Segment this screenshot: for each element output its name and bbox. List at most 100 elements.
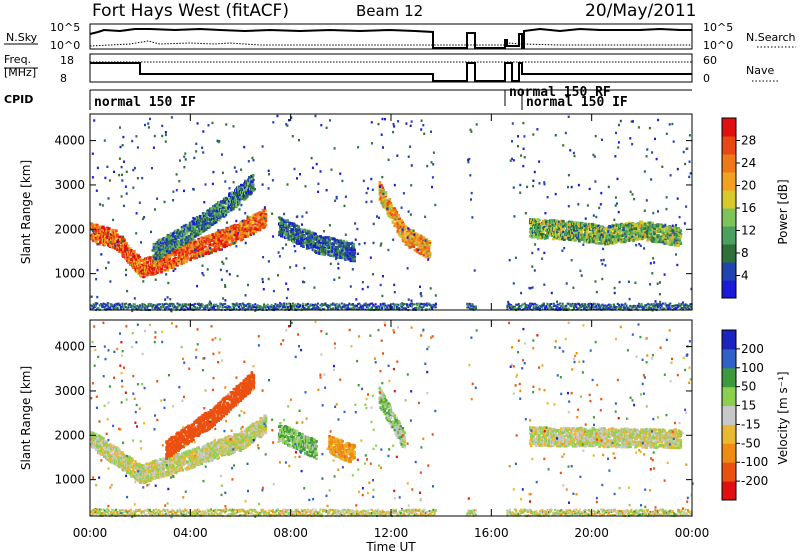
scatter-cell (294, 231, 297, 234)
scatter-cell (251, 177, 254, 181)
scatter-cell (346, 254, 349, 257)
scatter-cell (264, 214, 268, 218)
scatter-cell (584, 228, 587, 232)
scatter-cell (631, 235, 634, 239)
scatter-cell (597, 233, 600, 236)
scatter-cell (130, 249, 133, 252)
scatter-cell (584, 222, 587, 226)
scatter-cell (597, 224, 600, 228)
scatter-cell (264, 213, 268, 216)
scatter-cell (193, 239, 196, 242)
scatter-cell (353, 251, 356, 255)
scatter-cell (632, 239, 635, 242)
scatter-cell (170, 259, 173, 263)
scatter-cell (280, 232, 283, 235)
scatter-cell (590, 227, 593, 230)
scatter-cell (188, 221, 192, 225)
scatter-cell (337, 249, 340, 253)
scatter-cell (158, 251, 162, 255)
scatter-cell (215, 215, 219, 219)
scatter-cell (241, 236, 245, 239)
scatter-cell (314, 250, 317, 253)
scatter-cell (138, 262, 141, 265)
scatter-cell (578, 231, 581, 235)
scatter-cell (205, 251, 208, 254)
scatter-cell (677, 227, 681, 230)
scatter-cell (125, 242, 128, 246)
scatter-cell (151, 258, 154, 262)
scatter-cell (602, 234, 605, 238)
scatter-cell (625, 226, 628, 230)
scatter-cell (248, 223, 252, 227)
scatter-cell (651, 238, 654, 242)
scatter-cell (295, 224, 298, 227)
scatter-cell (144, 272, 147, 276)
scatter-cell (246, 187, 249, 190)
scatter-cell (139, 273, 142, 276)
scatter-cell (236, 233, 240, 236)
scatter-cell (562, 230, 565, 234)
nsearch-tick-bottom: 10^0 (703, 39, 733, 52)
scatter-cell (184, 252, 187, 255)
scatter-cell (196, 218, 200, 221)
scatter-cell (668, 232, 671, 235)
scatter-cell (554, 229, 557, 233)
scatter-cell (306, 243, 309, 247)
scatter-cell (571, 221, 574, 224)
scatter-cell (137, 272, 140, 276)
scatter-cell (415, 247, 419, 251)
scatter-cell (607, 231, 610, 235)
scatter-cell (318, 237, 321, 240)
scatter-cell (163, 253, 167, 256)
scatter-cell (529, 218, 532, 221)
scatter-cell (661, 228, 664, 231)
scatter-cell (215, 240, 218, 243)
cpid-label: CPID (4, 93, 33, 106)
scatter-cell (428, 253, 432, 257)
scatter-cell (169, 264, 172, 267)
scatter-cell (647, 225, 650, 229)
scatter-cell (184, 241, 188, 244)
scatter-cell (202, 220, 206, 223)
scatter-cell (340, 247, 343, 250)
scatter-cell (242, 183, 245, 187)
scatter-cell (637, 228, 640, 231)
scatter-cell (206, 249, 209, 252)
scatter-cell (605, 232, 608, 236)
scatter-cell (209, 235, 212, 238)
scatter-cell (560, 223, 563, 226)
scatter-cell (336, 246, 339, 249)
scatter-cell (401, 230, 405, 234)
scatter-cell (93, 233, 96, 237)
power-scatter (90, 114, 693, 313)
scatter-cell (180, 257, 183, 261)
scatter-cell (197, 242, 200, 245)
scatter-cell (252, 186, 255, 190)
scatter-cell (589, 228, 592, 232)
scatter-cell (196, 220, 200, 223)
scatter-cell (641, 227, 644, 230)
scatter-cell (394, 218, 398, 221)
scatter-cell (193, 257, 196, 260)
scatter-cell (264, 217, 268, 220)
scatter-cell (145, 270, 148, 274)
scatter-cell (539, 229, 542, 232)
scatter-cell (217, 219, 221, 222)
scatter-cell (388, 197, 392, 201)
scatter-cell (620, 237, 623, 241)
scatter-cell (380, 184, 384, 187)
scatter-cell (627, 234, 630, 238)
scatter-cell (531, 234, 534, 237)
scatter-cell (571, 224, 574, 228)
scatter-cell (381, 203, 385, 207)
scatter-cell (329, 237, 332, 240)
scatter-cell (135, 258, 138, 261)
scatter-cell (210, 215, 214, 218)
scatter-cell (568, 220, 571, 224)
scatter-cell (303, 236, 306, 239)
scatter-cell (581, 235, 584, 239)
scatter-cell (224, 206, 228, 209)
freq-panel: Freq. [MHz] 18 8 60 0 Nave (4, 53, 778, 85)
scatter-cell (246, 235, 250, 238)
